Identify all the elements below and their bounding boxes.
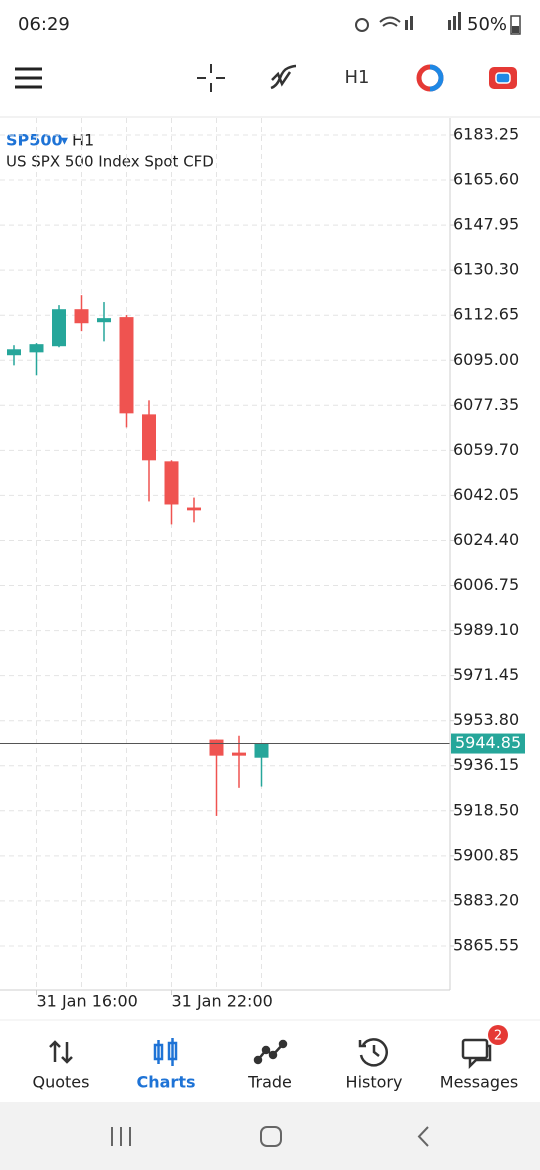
trade-button[interactable] — [489, 67, 517, 89]
tab-history[interactable]: History — [346, 1073, 403, 1092]
current-price-label: 5944.85 — [455, 733, 521, 752]
menu-button[interactable] — [15, 67, 42, 89]
messages-badge: 2 — [494, 1029, 502, 1044]
tab-charts[interactable]: Charts — [137, 1073, 196, 1092]
history-icon — [358, 1038, 388, 1067]
status-time: 06:29 — [18, 14, 70, 35]
y-tick-label: 5936.15 — [453, 755, 519, 774]
tab-trade[interactable]: Trade — [247, 1073, 292, 1092]
back-button[interactable] — [417, 1126, 429, 1147]
candle-body — [52, 309, 66, 347]
status-icons — [355, 12, 521, 35]
crosshair-button[interactable] — [197, 64, 225, 92]
y-tick-label: 5989.10 — [453, 620, 519, 639]
y-tick-label: 5865.55 — [453, 935, 519, 954]
x-tick-label: 31 Jan 22:00 — [172, 992, 273, 1011]
trade-icon — [253, 1039, 288, 1065]
symbol-dropdown[interactable]: ▼ — [61, 137, 68, 147]
candle-body — [209, 739, 224, 756]
y-tick-label: 6165.60 — [453, 170, 519, 189]
objects-button[interactable] — [416, 64, 444, 92]
x-tick-label: 31 Jan 16:00 — [37, 992, 138, 1011]
symbol[interactable]: SP500 — [6, 131, 63, 150]
battery-level: 50% — [467, 14, 507, 35]
y-tick-label: 5971.45 — [453, 665, 519, 684]
y-tick-label: 5900.85 — [453, 845, 519, 864]
y-tick-label: 5883.20 — [453, 890, 519, 909]
y-tick-label: 6059.70 — [453, 440, 519, 459]
candle-body — [7, 349, 21, 356]
y-tick-label: 6147.95 — [453, 215, 519, 234]
y-tick-label: 6077.35 — [453, 395, 519, 414]
y-tick-label: 6006.75 — [453, 575, 519, 594]
system-nav — [0, 1102, 540, 1170]
y-tick-label: 6095.00 — [453, 350, 519, 369]
y-tick-label: 6042.05 — [453, 485, 519, 504]
candle-body — [29, 344, 44, 353]
y-tick-label: 6024.40 — [453, 530, 519, 549]
plot — [0, 295, 450, 816]
tab-quotes[interactable]: Quotes — [33, 1073, 90, 1092]
current-price-tag — [451, 733, 525, 754]
quotes-icon — [49, 1040, 73, 1064]
candle-body — [187, 507, 201, 511]
candle-body — [74, 309, 89, 324]
candle-body — [97, 318, 111, 323]
indicators-button[interactable] — [270, 64, 297, 90]
charts-icon — [153, 1038, 178, 1066]
chart-timeframe: H1 — [72, 131, 94, 150]
messages-icon — [461, 1038, 492, 1070]
candle-body — [164, 461, 179, 505]
home-button[interactable] — [260, 1126, 282, 1147]
y-tick-label: 5953.80 — [453, 710, 519, 729]
tab-messages[interactable]: Messages — [440, 1073, 518, 1092]
y-tick-label: 5918.50 — [453, 800, 519, 819]
candle-body — [254, 743, 269, 758]
grid — [0, 118, 450, 990]
timeframe-button[interactable]: H1 — [345, 67, 370, 88]
candle-body — [119, 317, 134, 414]
messages-badge-bg — [488, 1025, 508, 1045]
candle-body — [142, 414, 156, 461]
y-tick-label: 6183.25 — [453, 124, 519, 143]
symbol-description: US SPX 500 Index Spot CFD — [6, 153, 214, 171]
candle-body — [232, 752, 246, 756]
recents-button[interactable] — [111, 1127, 131, 1146]
y-tick-label: 6130.30 — [453, 260, 519, 279]
y-tick-label: 6112.65 — [453, 305, 519, 324]
